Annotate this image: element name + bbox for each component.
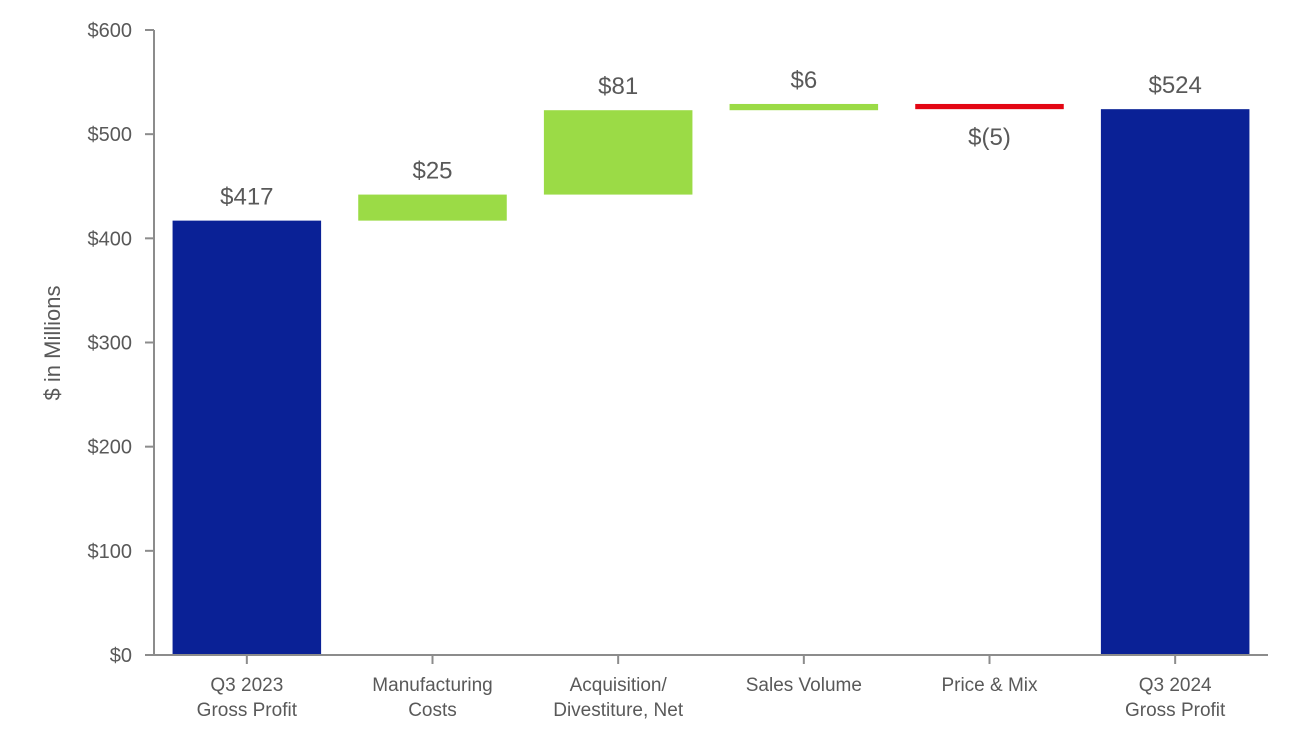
category-label-line: Manufacturing: [372, 675, 492, 696]
y-axis-ticks: $0 $100 $200 $300 $400 $500 $600: [88, 20, 154, 667]
category-label: Manufacturing Costs: [372, 675, 492, 721]
waterfall-bar: [172, 220, 322, 655]
category-label: Q3 2023 Gross Profit: [197, 675, 298, 721]
waterfall-bar: [1100, 109, 1250, 655]
y-tick-label: $0: [110, 645, 132, 667]
y-tick-label: $500: [88, 124, 133, 146]
y-tick-label: $200: [88, 437, 133, 459]
category-label-line: Q3 2023: [210, 675, 283, 696]
category-label: Q3 2024 Gross Profit: [1125, 675, 1226, 721]
waterfall-bar: [729, 103, 879, 111]
category-label-line: Gross Profit: [1125, 700, 1226, 721]
category-label: Sales Volume: [746, 675, 862, 696]
data-label: $81: [598, 73, 638, 100]
category-label-line: Costs: [408, 700, 457, 721]
waterfall-bar: [543, 110, 693, 195]
data-label: $6: [790, 67, 817, 94]
data-label: $524: [1148, 72, 1201, 99]
data-labels: $417 $25 $81 $6 $(5) $524: [220, 67, 1202, 211]
category-label-line: Acquisition/: [570, 675, 668, 696]
y-tick-label: $600: [88, 20, 133, 42]
category-label-line: Gross Profit: [197, 700, 298, 721]
y-tick-label: $400: [88, 228, 133, 250]
y-axis-title: $ in Millions: [40, 286, 65, 401]
category-labels: Q3 2023 Gross Profit Manufacturing Costs Acq…: [197, 655, 1226, 721]
data-label: $25: [412, 158, 452, 185]
bars: [172, 103, 1250, 655]
category-label: Acquisition/Divestiture, Net: [553, 675, 684, 721]
category-label-line: Price & Mix: [941, 675, 1038, 696]
y-tick-label: $300: [88, 333, 133, 355]
category-label-line: Sales Volume: [746, 675, 862, 696]
waterfall-bar: [915, 103, 1064, 110]
y-tick-label: $100: [88, 541, 133, 563]
data-label: $417: [220, 184, 273, 211]
category-label: Price & Mix: [941, 675, 1038, 696]
waterfall-bar: [358, 194, 507, 221]
category-label-line: Q3 2024: [1139, 675, 1212, 696]
category-label-line: Divestiture, Net: [553, 700, 684, 721]
data-label: $(5): [968, 124, 1011, 151]
